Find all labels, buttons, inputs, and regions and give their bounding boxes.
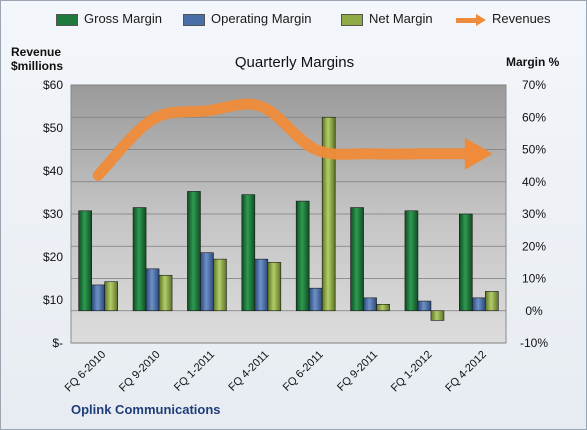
legend-item-gross-margin: Gross Margin bbox=[56, 11, 162, 26]
left-tick-label: $- bbox=[52, 336, 63, 350]
category-label: FQ 1-2012 bbox=[389, 349, 435, 395]
category-label: FQ 6-2010 bbox=[63, 349, 109, 395]
left-tick-label: $10 bbox=[43, 293, 63, 307]
category-label: FQ 6-2011 bbox=[281, 349, 326, 394]
legend-arrow-icon bbox=[456, 13, 486, 26]
right-tick-label: 30% bbox=[522, 207, 546, 221]
right-tick-label: 0% bbox=[525, 304, 543, 318]
category-label: FQ 4-2012 bbox=[443, 349, 489, 395]
right-tick-label: 20% bbox=[522, 239, 546, 253]
operating-margin-bar bbox=[145, 268, 160, 312]
gross-margin-bar bbox=[404, 210, 419, 312]
category-label: FQ 9-2011 bbox=[335, 349, 380, 394]
gross-margin-bar bbox=[187, 191, 201, 312]
left-axis-title: Revenue $millions bbox=[11, 45, 63, 73]
left-tick-label: $60 bbox=[43, 78, 63, 92]
chart-title: Quarterly Margins bbox=[234, 54, 355, 71]
gross-margin-bar bbox=[241, 194, 256, 312]
net-margin-bar bbox=[321, 116, 336, 312]
operating-margin-bar bbox=[363, 297, 377, 312]
net-margin-bar bbox=[430, 310, 445, 321]
gross-margin-bar bbox=[350, 207, 364, 312]
legend-swatch-net-icon bbox=[341, 13, 363, 26]
operating-margin-bar bbox=[254, 258, 269, 312]
operating-margin-bar bbox=[308, 287, 323, 312]
gross-margin-bar bbox=[295, 200, 310, 312]
revenues-line bbox=[92, 98, 475, 181]
gross-margin-bar bbox=[132, 207, 147, 312]
net-margin-bar bbox=[213, 258, 227, 312]
gross-margin-bar bbox=[78, 210, 92, 312]
legend-label-operating: Operating Margin bbox=[211, 11, 312, 26]
legend-swatch-gross-icon bbox=[56, 13, 78, 26]
right-tick-label: 50% bbox=[522, 143, 546, 157]
gross-margin-bar bbox=[459, 213, 473, 312]
right-tick-label: 40% bbox=[522, 175, 546, 189]
operating-margin-bar bbox=[472, 297, 486, 312]
legend-label-net: Net Margin bbox=[369, 11, 433, 26]
category-label: FQ 1-2011 bbox=[172, 349, 217, 394]
net-margin-bar bbox=[376, 303, 390, 312]
legend-item-revenues: Revenues bbox=[456, 11, 551, 26]
left-axis-unit: $millions bbox=[11, 59, 64, 73]
right-tick-label: 70% bbox=[522, 78, 546, 92]
right-tick-label: -10% bbox=[520, 336, 548, 350]
revenues-arrowhead bbox=[464, 137, 493, 170]
net-margin-bar bbox=[158, 274, 173, 312]
operating-margin-bar bbox=[91, 284, 105, 312]
net-margin-bar bbox=[267, 262, 282, 312]
operating-margin-bar bbox=[417, 300, 432, 312]
right-tick-label: 10% bbox=[522, 272, 546, 286]
left-tick-label: $30 bbox=[43, 207, 63, 221]
left-tick-label: $40 bbox=[43, 164, 63, 178]
legend-item-operating-margin: Operating Margin bbox=[183, 11, 311, 26]
category-label: FQ 4-2011 bbox=[226, 349, 271, 394]
right-axis-title: Margin % bbox=[506, 55, 560, 69]
right-tick-label: 60% bbox=[522, 110, 546, 124]
net-margin-bar bbox=[485, 291, 499, 312]
legend-label-gross: Gross Margin bbox=[84, 11, 163, 26]
category-label: FQ 9-2010 bbox=[117, 349, 163, 395]
legend-item-net-margin: Net Margin bbox=[341, 11, 433, 26]
legend-swatch-operating-icon bbox=[183, 13, 205, 26]
operating-margin-bar bbox=[200, 252, 214, 312]
net-margin-bar bbox=[104, 281, 118, 312]
left-axis-label: Revenue bbox=[11, 45, 62, 59]
left-tick-label: $20 bbox=[43, 250, 63, 264]
company-name: Oplink Communications bbox=[71, 402, 221, 417]
legend-label-revenues: Revenues bbox=[492, 11, 551, 26]
left-tick-label: $50 bbox=[43, 121, 63, 135]
